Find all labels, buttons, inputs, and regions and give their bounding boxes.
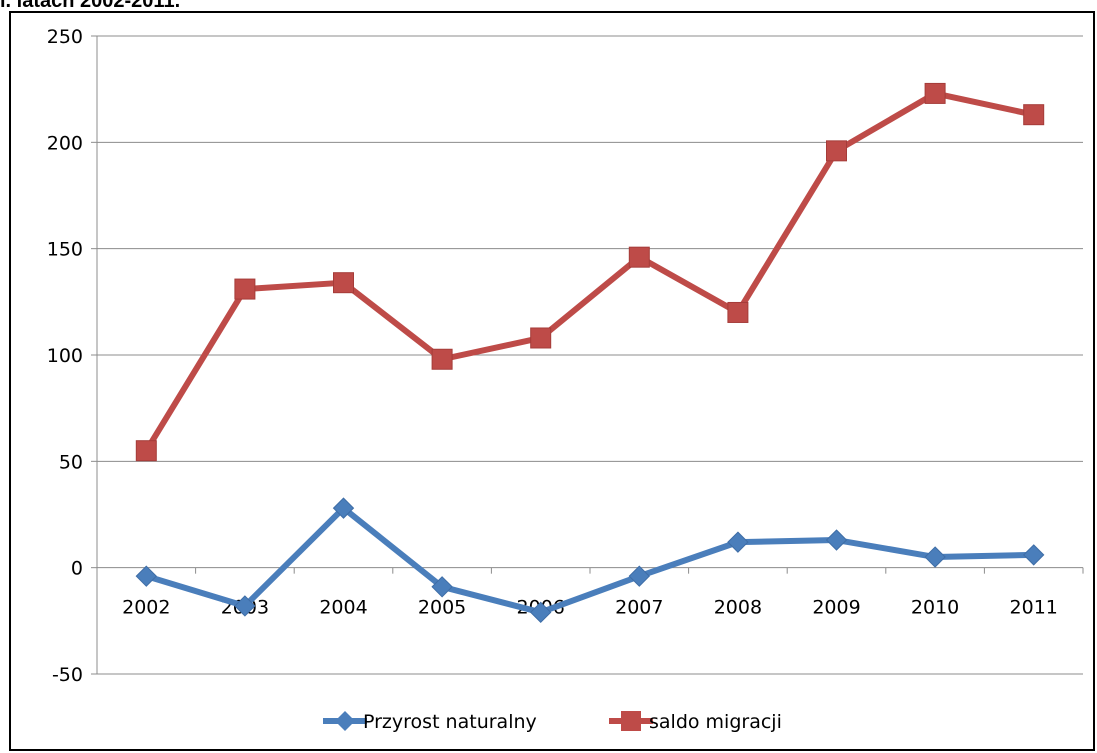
data-point	[332, 497, 355, 519]
y-tick-label: 200	[47, 132, 83, 154]
legend-item-przyrost-naturalny[interactable]: Przyrost naturalny	[323, 711, 537, 733]
x-tick-label: 2007	[615, 597, 663, 619]
x-tick-label: 2010	[911, 597, 959, 619]
x-tick-label: 2004	[319, 597, 367, 619]
data-point	[1023, 104, 1045, 126]
y-tick-label: 250	[47, 26, 83, 48]
data-point	[924, 546, 946, 568]
data-point	[135, 565, 158, 587]
legend[interactable]: Przyrost naturalny saldo migracji	[323, 711, 782, 733]
series-layer	[135, 82, 1045, 624]
data-point	[1022, 544, 1045, 566]
chart-title: i. latach 2002-2011.	[0, 0, 181, 12]
legend-label: Przyrost naturalny	[363, 711, 537, 733]
data-point	[431, 348, 453, 370]
y-tick-label: 100	[47, 345, 83, 367]
data-point	[530, 327, 552, 349]
legend-label: saldo migracji	[649, 711, 782, 733]
legend-marker	[335, 711, 355, 731]
y-axis: 250 200 150 100 50 0 -50	[47, 26, 98, 686]
legend-marker	[621, 711, 641, 731]
data-point	[924, 82, 946, 104]
y-tick-label: 0	[71, 558, 83, 580]
data-point	[234, 278, 256, 300]
series-saldo-migracji	[135, 82, 1045, 462]
x-tick-label: 2002	[122, 597, 170, 619]
x-tick-label: 2008	[714, 597, 762, 619]
data-point	[727, 301, 749, 323]
data-point	[628, 565, 651, 587]
data-point	[727, 531, 749, 553]
data-point	[825, 529, 848, 551]
x-tick-label: 2005	[418, 597, 466, 619]
series-line	[143, 505, 1037, 616]
legend-item-saldo-migracji[interactable]: saldo migracji	[609, 711, 782, 733]
x-axis: 2002200320042005200620072008200920102011	[96, 567, 1084, 619]
data-point	[628, 246, 650, 268]
y-tick-label: 150	[47, 239, 83, 261]
data-point	[826, 140, 847, 162]
x-tick-label: 2009	[812, 597, 860, 619]
data-point	[333, 272, 354, 294]
data-point	[234, 595, 256, 617]
y-tick-label: -50	[52, 664, 83, 686]
data-point	[529, 601, 552, 624]
series-line	[143, 90, 1037, 454]
gridlines	[97, 35, 1083, 675]
y-tick-label: 50	[59, 451, 83, 473]
data-point	[135, 440, 157, 462]
x-tick-label: 2011	[1010, 597, 1058, 619]
series-przyrost-naturalny	[135, 497, 1045, 624]
data-point	[431, 576, 453, 598]
